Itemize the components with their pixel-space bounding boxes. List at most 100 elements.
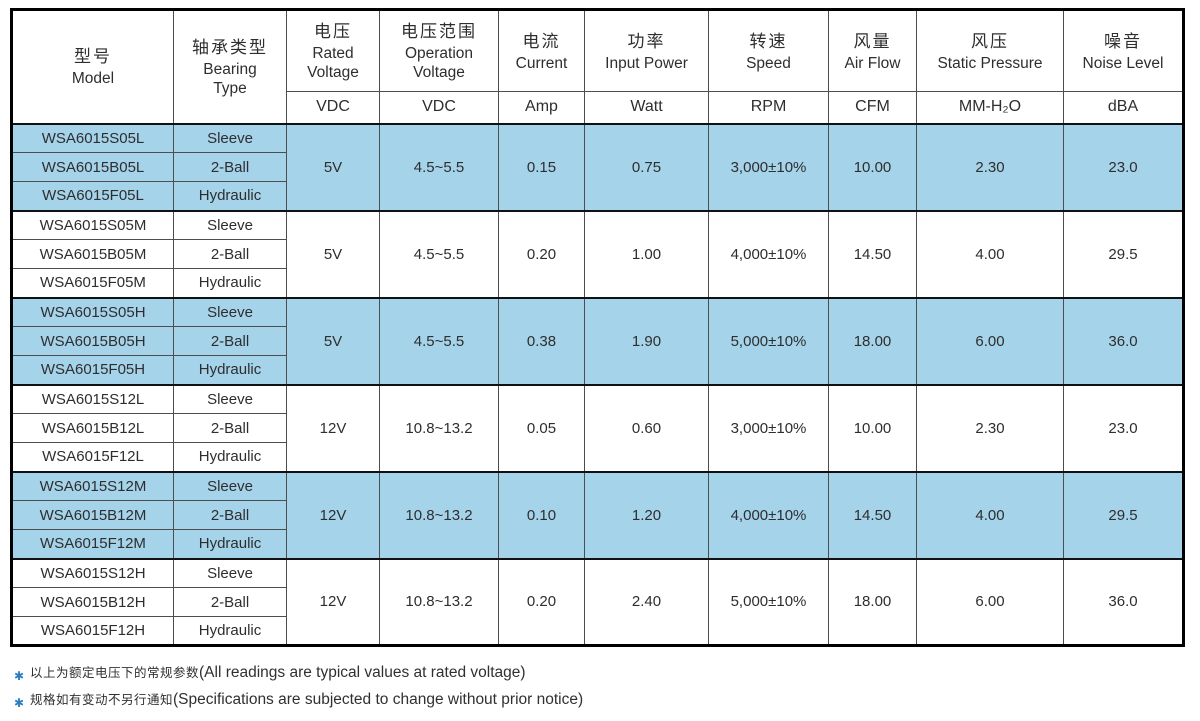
header-operation-voltage: 电压范围 Operation Voltage xyxy=(379,9,499,92)
header-input-power: 功率 Input Power xyxy=(584,9,709,92)
table-row: WSA6015F05H Hydraulic xyxy=(11,355,1184,385)
input-power-cell: 0.60 xyxy=(584,383,709,472)
speed-cell: 3,000±10% xyxy=(708,122,829,211)
noise-level-cell: 23.0 xyxy=(1063,383,1184,472)
static-pressure-cell: 4.00 xyxy=(916,470,1064,559)
unit-speed: RPM xyxy=(708,91,829,124)
speed-cell: 5,000±10% xyxy=(708,296,829,385)
speed-cell: 4,000±10% xyxy=(708,470,829,559)
header-bearing-type: 轴承类型 Bearing Type xyxy=(173,9,287,124)
model-cell: WSA6015F12L xyxy=(11,442,174,472)
current-cell: 0.05 xyxy=(498,383,585,472)
header-current-zh: 电流 xyxy=(522,31,561,52)
operation-voltage-cell: 4.5~5.5 xyxy=(379,296,499,385)
header-model: 型号 Model xyxy=(11,9,174,124)
table-row: WSA6015F05L Hydraulic xyxy=(11,181,1184,211)
unit-current: Amp xyxy=(498,91,585,124)
bearing-type-cell: Hydraulic xyxy=(173,529,287,559)
speed-cell: 3,000±10% xyxy=(708,383,829,472)
rated-voltage-cell: 12V xyxy=(286,383,380,472)
input-power-cell: 0.75 xyxy=(584,122,709,211)
table-row: WSA6015S05L Sleeve 5V 4.5~5.5 0.15 0.75 3,000±… xyxy=(11,122,1184,211)
table-row: WSA6015S12H Sleeve 12V 10.8~13.2 0.20 2.40 5,0… xyxy=(11,557,1184,646)
rated-voltage-cell: 5V xyxy=(286,296,380,385)
model-cell: WSA6015F12M xyxy=(11,529,174,559)
footnote-2-zh: 规格如有变动不另行通知 xyxy=(30,693,174,707)
model-cell: WSA6015B05L xyxy=(11,152,174,182)
model-cell: WSA6015S12M xyxy=(11,470,174,501)
bearing-type-cell: 2-Ball xyxy=(173,239,287,269)
table-row: WSA6015S12L Sleeve 12V 10.8~13.2 0.05 0.60 3,0… xyxy=(11,383,1184,472)
bearing-type-cell: 2-Ball xyxy=(173,587,287,617)
bearing-type-cell: Sleeve xyxy=(173,209,287,240)
table-row: WSA6015F12L Hydraulic xyxy=(11,442,1184,472)
current-cell: 0.15 xyxy=(498,122,585,211)
bearing-type-cell: Hydraulic xyxy=(173,355,287,385)
model-cell: WSA6015B12H xyxy=(11,587,174,617)
rated-voltage-cell: 5V xyxy=(286,122,380,211)
bearing-type-cell: Sleeve xyxy=(173,470,287,501)
fan-spec-table: 型号 Model 轴承类型 Bearing Type 电压 Rated Volt… xyxy=(10,8,1185,647)
current-cell: 0.38 xyxy=(498,296,585,385)
header-model-zh: 型号 xyxy=(74,47,112,68)
table-header: 型号 Model 轴承类型 Bearing Type 电压 Rated Volt… xyxy=(11,9,1184,124)
header-noise-level-en: Noise Level xyxy=(1082,54,1164,72)
header-operation-voltage-zh: 电压范围 xyxy=(401,22,477,42)
header-input-power-zh: 功率 xyxy=(627,31,666,52)
model-cell: WSA6015S12L xyxy=(11,383,174,414)
current-cell: 0.20 xyxy=(498,209,585,298)
model-cell: WSA6015F05M xyxy=(11,268,174,298)
bearing-type-cell: Sleeve xyxy=(173,296,287,327)
current-cell: 0.20 xyxy=(498,557,585,646)
air-flow-cell: 10.00 xyxy=(828,383,917,472)
operation-voltage-cell: 4.5~5.5 xyxy=(379,209,499,298)
model-cell: WSA6015F12H xyxy=(11,616,174,646)
header-static-pressure-en: Static Pressure xyxy=(937,54,1043,72)
header-noise-level: 噪音 Noise Level xyxy=(1063,9,1184,92)
air-flow-cell: 14.50 xyxy=(828,209,917,298)
header-speed-en: Speed xyxy=(746,54,791,72)
table-row: WSA6015B05M 2-Ball xyxy=(11,239,1184,269)
table-row: WSA6015S05M Sleeve 5V 4.5~5.5 0.20 1.00 4,000±… xyxy=(11,209,1184,298)
model-cell: WSA6015S05L xyxy=(11,122,174,153)
header-current-en: Current xyxy=(515,54,568,72)
air-flow-cell: 18.00 xyxy=(828,296,917,385)
bearing-type-cell: Hydraulic xyxy=(173,616,287,646)
header-bearing-type-zh: 轴承类型 xyxy=(192,37,268,58)
operation-voltage-cell: 10.8~13.2 xyxy=(379,383,499,472)
asterisk-icon: ✱ xyxy=(14,696,25,710)
header-static-pressure: 风压 Static Pressure xyxy=(916,9,1064,92)
rated-voltage-cell: 12V xyxy=(286,470,380,559)
static-pressure-cell: 2.30 xyxy=(916,122,1064,211)
bearing-type-cell: 2-Ball xyxy=(173,152,287,182)
footnote-2: ✱ 规格如有变动不另行通知(Specifications are subject… xyxy=(14,689,1114,711)
table-row: WSA6015S05H Sleeve 5V 4.5~5.5 0.38 1.90 5,000±… xyxy=(11,296,1184,385)
footnote-1: ✱ 以上为额定电压下的常规参数(All readings are typical… xyxy=(14,662,1114,684)
unit-rated-voltage: VDC xyxy=(286,91,380,124)
current-cell: 0.10 xyxy=(498,470,585,559)
static-pressure-cell: 6.00 xyxy=(916,296,1064,385)
noise-level-cell: 29.5 xyxy=(1063,209,1184,298)
table-row: WSA6015S12M Sleeve 12V 10.8~13.2 0.10 1.20 4,0… xyxy=(11,470,1184,559)
header-bearing-type-en: Bearing Type xyxy=(203,60,257,97)
header-model-en: Model xyxy=(71,70,115,88)
header-rated-voltage-zh: 电压 xyxy=(314,22,352,42)
table-row: WSA6015B05L 2-Ball xyxy=(11,152,1184,182)
footnote-1-zh: 以上为额定电压下的常规参数 xyxy=(30,666,200,680)
header-input-power-en: Input Power xyxy=(605,54,688,72)
input-power-cell: 2.40 xyxy=(584,557,709,646)
table-row: WSA6015B12L 2-Ball xyxy=(11,413,1184,443)
table-row: WSA6015F12H Hydraulic xyxy=(11,616,1184,646)
table-row: WSA6015B12H 2-Ball xyxy=(11,587,1184,617)
unit-noise-level: dBA xyxy=(1063,91,1184,124)
header-rated-voltage: 电压 Rated Voltage xyxy=(286,9,380,92)
static-pressure-cell: 6.00 xyxy=(916,557,1064,646)
header-row-titles: 型号 Model 轴承类型 Bearing Type 电压 Rated Volt… xyxy=(11,9,1184,124)
speed-cell: 4,000±10% xyxy=(708,209,829,298)
noise-level-cell: 36.0 xyxy=(1063,296,1184,385)
noise-level-cell: 23.0 xyxy=(1063,122,1184,211)
header-operation-voltage-en: Operation Voltage xyxy=(404,45,474,81)
operation-voltage-cell: 10.8~13.2 xyxy=(379,557,499,646)
header-speed: 转速 Speed xyxy=(708,9,829,92)
